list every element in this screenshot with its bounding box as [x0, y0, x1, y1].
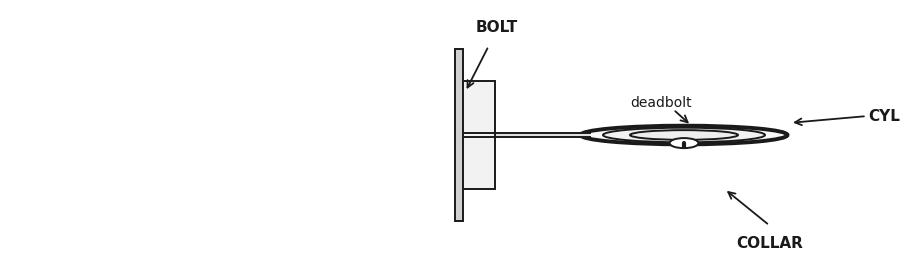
Ellipse shape [603, 128, 765, 142]
Text: CYLINDER: CYLINDER [868, 109, 900, 124]
Bar [455, 49, 463, 221]
Bar [457, 81, 495, 189]
Bar [464, 133, 590, 137]
Ellipse shape [630, 130, 738, 140]
Text: deadbolt: deadbolt [631, 96, 692, 110]
Ellipse shape [580, 126, 788, 144]
Text: BOLT: BOLT [475, 19, 518, 35]
Text: COLLAR: COLLAR [736, 235, 803, 251]
Ellipse shape [670, 138, 698, 148]
Bar [0, 0, 450, 270]
